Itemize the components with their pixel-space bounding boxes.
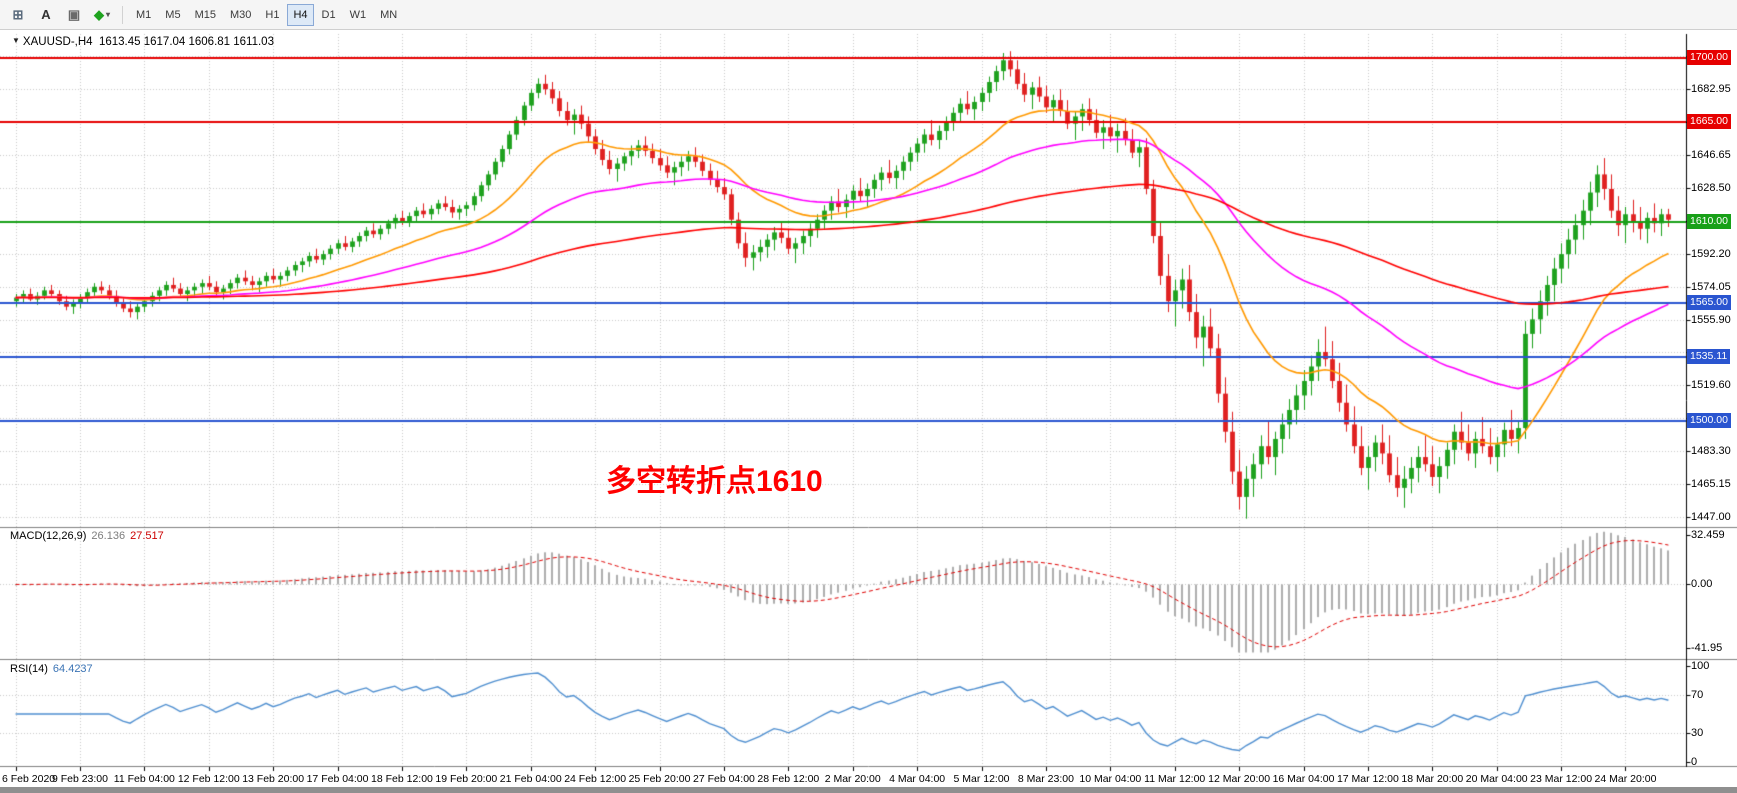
timeframe-button-d1[interactable]: D1 bbox=[321, 8, 336, 21]
top-toolbar: ⊞ A ▣ ◆ ▾ M1 M5 M15 M30 H1 H4 D1 W1 MN bbox=[0, 0, 1737, 30]
price-line-badge: 1665.00 bbox=[1687, 114, 1731, 129]
time-axis-label: 10 Mar 04:00 bbox=[1079, 773, 1142, 785]
price-tick-label: 1555.90 bbox=[1691, 314, 1731, 326]
chart-window-icon-glyph: ⊞ bbox=[12, 6, 24, 22]
price-tick-label: 1628.50 bbox=[1691, 182, 1731, 194]
time-axis-label: 17 Feb 04:00 bbox=[306, 773, 369, 785]
time-axis-label: 24 Feb 12:00 bbox=[564, 773, 627, 785]
macd-signal-value: 27.517 bbox=[130, 530, 164, 542]
time-axis-label: 5 Mar 12:00 bbox=[953, 773, 1010, 785]
timeframe-button-m1[interactable]: M1 bbox=[136, 8, 152, 21]
price-tick-label: 1483.30 bbox=[1691, 445, 1731, 457]
macd-main-value: 26.136 bbox=[91, 530, 126, 542]
timeframe-button-m30[interactable]: M30 bbox=[229, 8, 252, 21]
time-axis-label: 27 Feb 04:00 bbox=[692, 773, 755, 785]
indicators-dropdown-glyph: ◆ bbox=[93, 6, 104, 22]
price-line-badge: 1500.00 bbox=[1687, 413, 1731, 428]
macd-name: MACD(12,26,9) bbox=[10, 530, 87, 542]
price-line-badge: 1700.00 bbox=[1687, 50, 1731, 65]
time-axis-label: 20 Mar 04:00 bbox=[1465, 773, 1528, 785]
time-axis-label: 8 Mar 23:00 bbox=[1017, 773, 1074, 785]
macd-indicator-label: MACD(12,26,9) 26.136 27.517 bbox=[10, 530, 164, 542]
time-axis-label: 4 Mar 04:00 bbox=[889, 773, 946, 785]
macd-axis-label: -41.95 bbox=[1691, 642, 1723, 654]
rsi-axis-label: 70 bbox=[1691, 689, 1704, 701]
chart-window-icon[interactable]: ⊞ bbox=[5, 3, 31, 27]
rsi-axis-label: 30 bbox=[1691, 727, 1704, 739]
objects-tool-icon-glyph: ▣ bbox=[67, 6, 81, 22]
time-axis-label: 13 Feb 20:00 bbox=[242, 773, 305, 785]
time-axis-label: 11 Feb 04:00 bbox=[113, 773, 175, 785]
time-axis-label: 12 Feb 12:00 bbox=[177, 773, 240, 785]
price-tick-label: 1592.20 bbox=[1691, 248, 1731, 260]
rsi-axis-label: 0 bbox=[1691, 756, 1698, 768]
time-axis-label: 11 Mar 12:00 bbox=[1144, 773, 1206, 785]
timeframe-button-mn[interactable]: MN bbox=[380, 8, 398, 21]
rsi-axis-label: 100 bbox=[1691, 660, 1710, 672]
price-line-badge: 1535.11 bbox=[1687, 349, 1731, 364]
dropdown-caret-icon: ▾ bbox=[105, 10, 110, 19]
objects-tool-icon[interactable]: ▣ bbox=[61, 3, 87, 27]
timeframe-button-m5[interactable]: M5 bbox=[165, 8, 181, 21]
text-label-tool-icon-glyph: A bbox=[41, 7, 51, 22]
macd-axis-label: 32.459 bbox=[1691, 529, 1725, 541]
price-tick-label: 1465.15 bbox=[1691, 478, 1731, 490]
time-axis-label: 6 Feb 2020 bbox=[2, 773, 56, 785]
chart-tools-group: ⊞ A ▣ ◆ ▾ bbox=[4, 3, 116, 27]
rsi-name: RSI(14) bbox=[10, 663, 48, 675]
collapse-triangle-icon[interactable]: ▼ bbox=[12, 36, 20, 45]
rsi-indicator-label: RSI(14) 64.4237 bbox=[10, 663, 93, 675]
time-axis-label: 28 Feb 12:00 bbox=[757, 773, 820, 785]
macd-axis-label: 0.00 bbox=[1691, 578, 1713, 590]
chart-annotation: 多空转折点1610 bbox=[606, 465, 823, 498]
time-axis-label: 19 Feb 20:00 bbox=[435, 773, 498, 785]
time-axis-label: 12 Mar 20:00 bbox=[1208, 773, 1271, 785]
timeframe-button-m15[interactable]: M15 bbox=[194, 8, 216, 21]
timeframe-button-w1[interactable]: W1 bbox=[349, 8, 367, 21]
time-axis-label: 17 Mar 12:00 bbox=[1336, 773, 1399, 785]
time-axis-label: 21 Feb 04:00 bbox=[499, 773, 562, 785]
text-label-tool-icon[interactable]: A bbox=[33, 3, 59, 27]
ohlc-values: 1613.45 1617.04 1606.81 1611.03 bbox=[98, 36, 274, 48]
price-tick-label: 1447.00 bbox=[1691, 511, 1731, 523]
price-tick-label: 1646.65 bbox=[1691, 149, 1731, 161]
toolbar-separator bbox=[122, 5, 123, 24]
indicators-dropdown[interactable]: ◆ ▾ bbox=[89, 3, 115, 27]
symbol-period-label: XAUUSD-,H4 bbox=[22, 36, 93, 48]
price-line-badge: 1610.00 bbox=[1687, 214, 1731, 229]
time-axis-label: 25 Feb 20:00 bbox=[628, 773, 691, 785]
price-tick-label: 1519.60 bbox=[1691, 379, 1731, 391]
price-tick-label: 1574.05 bbox=[1691, 281, 1731, 293]
bottom-strip bbox=[0, 787, 1737, 793]
time-axis-label: 18 Mar 20:00 bbox=[1401, 773, 1464, 785]
price-line-badge: 1565.00 bbox=[1687, 295, 1731, 310]
time-axis-label: 16 Mar 04:00 bbox=[1272, 773, 1335, 785]
rsi-value: 64.4237 bbox=[52, 663, 93, 675]
time-axis-label: 18 Feb 12:00 bbox=[371, 773, 433, 785]
time-axis-label: 24 Mar 20:00 bbox=[1594, 773, 1657, 785]
price-tick-label: 1682.95 bbox=[1691, 83, 1731, 95]
timeframe-toolbar: M1 M5 M15 M30 H1 H4 D1 W1 MN bbox=[129, 3, 404, 26]
time-axis-label: 9 Feb 23:00 bbox=[51, 773, 108, 785]
time-axis-label: 2 Mar 20:00 bbox=[824, 773, 881, 785]
chart-symbol-header[interactable]: ▼ XAUUSD-,H4 1613.45 1617.04 1606.81 1611… bbox=[12, 36, 274, 48]
timeframe-button-h4[interactable]: H4 bbox=[287, 3, 314, 26]
timeframe-button-h1[interactable]: H1 bbox=[265, 8, 280, 21]
time-axis-label: 23 Mar 12:00 bbox=[1530, 773, 1593, 785]
